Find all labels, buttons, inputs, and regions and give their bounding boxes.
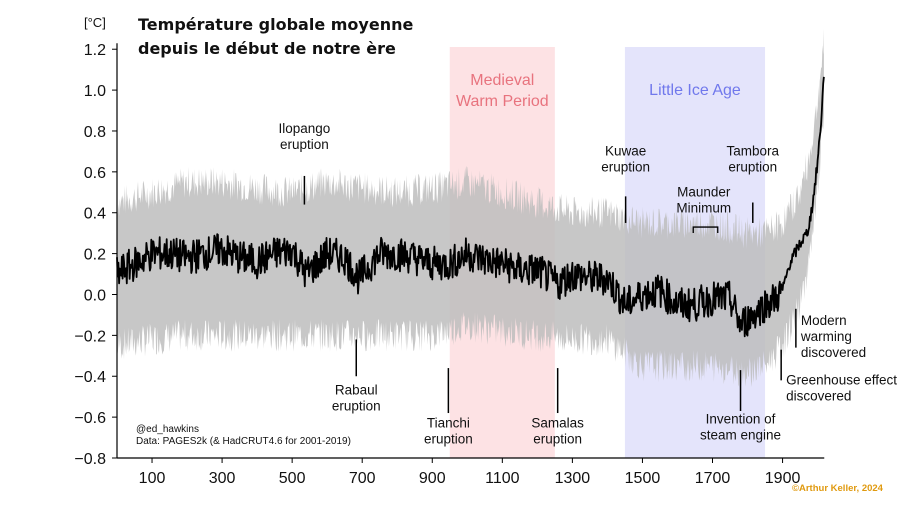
annotation-label: Invention of <box>706 411 776 426</box>
period-label: Medieval <box>470 72 534 89</box>
maunder-bracket <box>692 226 719 234</box>
source-line-1: @ed_hawkins <box>136 424 199 435</box>
chart-title-line-2: depuis le début de notre ère <box>138 39 396 58</box>
chart-title-line-1: Température globale moyenne <box>138 15 413 34</box>
axis-layer: 1.2 1.0 0.8 0.6 0.4 0.2 0.0 −0.2 −0.4 −0.6 −0.8 100… <box>74 42 825 487</box>
x-tick-label: 1500 <box>625 470 661 487</box>
y-tick-label: −0.8 <box>74 451 106 468</box>
x-tick-label: 500 <box>279 470 306 487</box>
annotation-label: Greenhouse effect <box>786 372 897 387</box>
annotation-label: warming <box>800 329 852 344</box>
annotation-label: eruption <box>424 431 473 446</box>
annotation-label: Maunder <box>677 184 731 199</box>
annotation-label: discovered <box>786 388 851 403</box>
period-label-layer: Medieval Warm Period Little Ice Age <box>456 72 741 110</box>
source-line-2: Data: PAGES2k (& HadCRUT4.6 for 2001-201… <box>136 436 351 447</box>
annotation-label: Rabaul <box>335 383 378 398</box>
annotation-label: eruption <box>601 160 650 175</box>
annotation-label: eruption <box>533 431 582 446</box>
annotation-label: Samalas <box>531 415 584 430</box>
y-tick-label: 0.4 <box>84 206 106 223</box>
annotation-label: Ilopango <box>279 121 331 136</box>
annotation-label: Kuwae <box>605 144 646 159</box>
y-tick-label: −0.2 <box>74 328 106 345</box>
annotation-label: steam engine <box>700 427 781 442</box>
y-tick-label: −0.6 <box>74 410 106 427</box>
annotation-label: eruption <box>280 137 329 152</box>
annotation-label: Tambora <box>727 144 780 159</box>
credit-text: ©Arthur Keller, 2024 <box>792 483 884 494</box>
y-tick-label: 0.0 <box>84 287 106 304</box>
x-tick-label: 1100 <box>485 470 520 487</box>
y-tick-label: 1.2 <box>84 42 106 59</box>
line-layer <box>116 76 825 338</box>
x-tick-label: 1300 <box>555 470 591 487</box>
x-tick-label: 100 <box>139 470 166 487</box>
annotation-label: discovered <box>801 345 866 360</box>
annotation-label: Tianchi <box>427 415 470 430</box>
annotation-label: eruption <box>728 160 777 175</box>
y-tick-label: 0.6 <box>84 165 106 182</box>
y-unit-label: [°C] <box>84 15 106 30</box>
x-tick-label: 900 <box>419 470 446 487</box>
y-tick-label: −0.4 <box>74 369 106 386</box>
y-tick-label: 1.0 <box>84 83 106 100</box>
median-temperature-line <box>116 76 825 338</box>
annotation-layer: IlopangoeruptionRabauleruptionTianchieru… <box>279 121 898 446</box>
x-tick-label: 1700 <box>695 470 731 487</box>
annotation-label: Modern <box>801 313 847 328</box>
x-tick-label: 1900 <box>765 470 801 487</box>
period-label: Little Ice Age <box>649 82 741 99</box>
x-tick-label: 700 <box>349 470 376 487</box>
y-tick-label: 0.2 <box>84 247 106 264</box>
y-tick-label: 0.8 <box>84 124 106 141</box>
x-tick-label: 300 <box>209 470 236 487</box>
annotation-label: eruption <box>332 399 381 414</box>
annotation-label: Minimum <box>676 200 731 215</box>
period-label: Warm Period <box>456 93 549 110</box>
